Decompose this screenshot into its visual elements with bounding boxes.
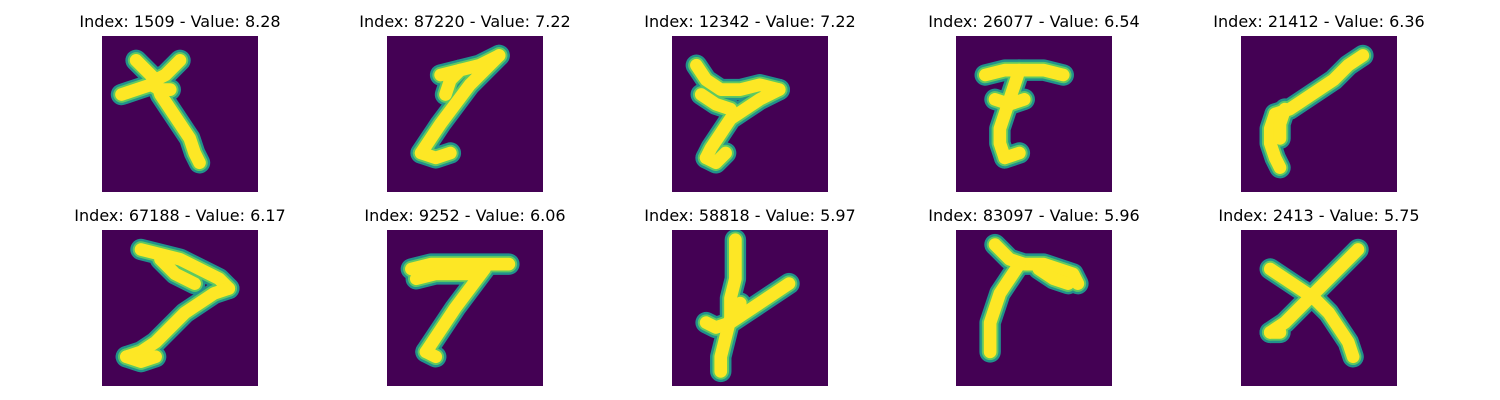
panel-title: Index: 26077 - Value: 6.54 [928,12,1140,31]
digit-image [387,36,543,192]
panel-title: Index: 9252 - Value: 6.06 [364,206,566,225]
digit-image [102,36,258,192]
image-background [956,230,1112,386]
digit-glyph [974,59,1074,169]
digit-stroke [729,296,747,325]
digit-stroke [983,257,1026,359]
panel-5: Index: 21412 - Value: 6.36 [1169,12,1469,202]
panel-title: Index: 12342 - Value: 7.22 [644,12,856,31]
digit-stroke [134,243,236,295]
digit-image [1241,36,1397,192]
digit-glyph [1259,238,1369,368]
digit-image [672,230,828,386]
digit-stroke [998,146,1026,165]
digit-image [672,36,828,192]
digit-image [102,230,258,386]
digit-glyph [400,253,520,368]
digit-stroke [690,58,786,96]
panel-title: Index: 2413 - Value: 5.75 [1218,206,1420,225]
digit-stroke [699,146,732,170]
digit-stroke [419,262,491,359]
panel-title: Index: 83097 - Value: 5.96 [928,206,1140,225]
panel-9: Index: 83097 - Value: 5.96 [884,206,1184,396]
digit-stroke [988,238,1085,290]
digit-glyph [110,49,211,174]
digit-glyph [1259,44,1374,179]
digit-stroke [439,63,467,101]
digit-stroke [1273,102,1292,145]
digit-glyph [410,44,510,169]
panel-1: Index: 1509 - Value: 8.28 [30,12,330,202]
panel-10: Index: 2413 - Value: 5.75 [1169,206,1469,396]
digit-stroke [993,63,1026,165]
panel-4: Index: 26077 - Value: 6.54 [884,12,1184,202]
panel-title: Index: 67188 - Value: 6.17 [74,206,286,225]
digit-stroke [988,93,1031,111]
digit-stroke [1263,243,1365,339]
digit-stroke [149,73,206,170]
digit-glyph [695,230,800,383]
digit-stroke [414,146,457,165]
panel-2: Index: 87220 - Value: 7.22 [315,12,615,202]
panel-title: Index: 21412 - Value: 6.36 [1213,12,1425,31]
digit-image [1241,230,1397,386]
digit-image [387,230,543,386]
digit-glyph [685,54,790,174]
digit-glyph [115,238,240,373]
panel-3: Index: 12342 - Value: 7.22 [600,12,900,202]
digit-stroke [1032,262,1075,290]
digit-stroke [405,257,516,276]
digit-stroke [419,345,443,364]
digit-stroke [120,282,236,364]
digit-image [956,230,1112,386]
digit-stroke [120,350,162,368]
panel-6: Index: 67188 - Value: 6.17 [30,206,330,396]
panel-7: Index: 9252 - Value: 6.06 [315,206,615,396]
digit-stroke [714,233,742,378]
digit-image [956,36,1112,192]
digit-stroke [1263,107,1287,174]
digit-stroke [699,83,786,165]
digit-stroke [409,267,482,286]
digit-stroke [1263,262,1360,364]
panel-8: Index: 58818 - Value: 5.97 [600,206,900,396]
digit-stroke [694,88,737,116]
panel-title: Index: 58818 - Value: 5.97 [644,206,856,225]
digit-glyph [979,233,1089,363]
panel-title: Index: 1509 - Value: 8.28 [79,12,281,31]
digit-stroke [154,252,201,290]
panel-title: Index: 87220 - Value: 7.22 [359,12,571,31]
digit-stroke [699,277,796,334]
digit-stroke [414,49,506,160]
